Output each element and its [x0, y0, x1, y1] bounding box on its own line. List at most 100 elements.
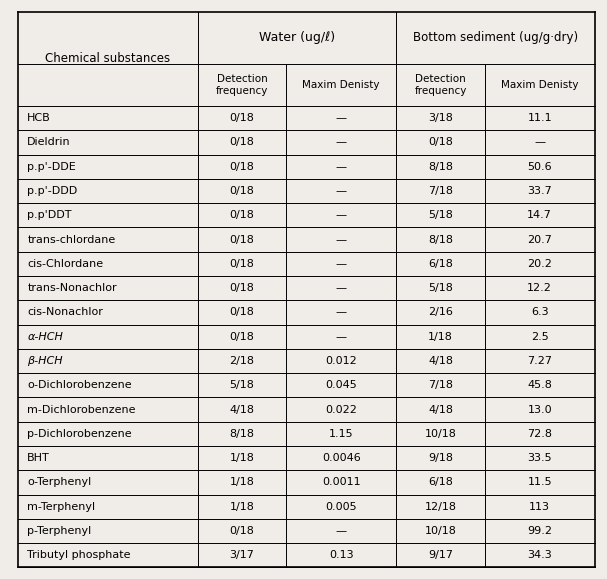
- Text: 0/18: 0/18: [229, 162, 254, 172]
- Text: 9/17: 9/17: [428, 550, 453, 560]
- Text: Maxim Denisty: Maxim Denisty: [302, 80, 380, 90]
- Text: 6/18: 6/18: [428, 478, 453, 488]
- Text: 12.2: 12.2: [527, 283, 552, 293]
- Text: trans-chlordane: trans-chlordane: [27, 234, 115, 244]
- Text: 1.15: 1.15: [329, 429, 353, 439]
- Text: 7/18: 7/18: [428, 380, 453, 390]
- Text: 0.045: 0.045: [325, 380, 357, 390]
- Text: 5/18: 5/18: [428, 283, 453, 293]
- Text: 8/18: 8/18: [229, 429, 254, 439]
- Text: 72.8: 72.8: [527, 429, 552, 439]
- Text: —: —: [336, 162, 347, 172]
- Text: —: —: [336, 234, 347, 244]
- Text: 0/18: 0/18: [229, 332, 254, 342]
- Text: 0/18: 0/18: [229, 283, 254, 293]
- Text: Bottom sediment (ug/g·dry): Bottom sediment (ug/g·dry): [413, 31, 578, 45]
- Text: —: —: [336, 283, 347, 293]
- Text: 8/18: 8/18: [428, 162, 453, 172]
- Text: 2/18: 2/18: [229, 356, 254, 366]
- Text: m-Dichlorobenzene: m-Dichlorobenzene: [27, 405, 136, 415]
- Text: cis-Nonachlor: cis-Nonachlor: [27, 307, 103, 317]
- Text: 33.5: 33.5: [527, 453, 552, 463]
- Text: —: —: [336, 332, 347, 342]
- Text: trans-Nonachlor: trans-Nonachlor: [27, 283, 117, 293]
- Text: 4/18: 4/18: [428, 356, 453, 366]
- Text: Detection
frequency: Detection frequency: [414, 75, 467, 96]
- Text: m-Terphenyl: m-Terphenyl: [27, 502, 95, 512]
- Text: —: —: [336, 259, 347, 269]
- Text: p.p'-DDE: p.p'-DDE: [27, 162, 76, 172]
- Text: β-HCH: β-HCH: [27, 356, 63, 366]
- Text: 10/18: 10/18: [424, 429, 456, 439]
- Text: 0/18: 0/18: [229, 307, 254, 317]
- Text: 33.7: 33.7: [527, 186, 552, 196]
- Text: —: —: [336, 210, 347, 221]
- Text: 0/18: 0/18: [229, 137, 254, 148]
- Text: 0/18: 0/18: [229, 526, 254, 536]
- Text: 50.6: 50.6: [527, 162, 552, 172]
- Text: 3/18: 3/18: [428, 113, 453, 123]
- Text: 4/18: 4/18: [428, 405, 453, 415]
- Text: p-Terphenyl: p-Terphenyl: [27, 526, 92, 536]
- Text: 11.5: 11.5: [527, 478, 552, 488]
- Text: 34.3: 34.3: [527, 550, 552, 560]
- Text: 0/18: 0/18: [229, 234, 254, 244]
- Text: 0/18: 0/18: [229, 113, 254, 123]
- Text: 5/18: 5/18: [229, 380, 254, 390]
- Text: 6/18: 6/18: [428, 259, 453, 269]
- Text: 0.005: 0.005: [325, 502, 357, 512]
- Text: 11.1: 11.1: [527, 113, 552, 123]
- Text: BHT: BHT: [27, 453, 50, 463]
- Text: 10/18: 10/18: [424, 526, 456, 536]
- Text: 2.5: 2.5: [531, 332, 549, 342]
- Text: HCB: HCB: [27, 113, 51, 123]
- Text: —: —: [534, 137, 545, 148]
- Text: 1/18: 1/18: [428, 332, 453, 342]
- Text: 0.0011: 0.0011: [322, 478, 361, 488]
- Text: o-Terphenyl: o-Terphenyl: [27, 478, 92, 488]
- Text: —: —: [336, 186, 347, 196]
- Text: 1/18: 1/18: [229, 478, 254, 488]
- Text: 5/18: 5/18: [428, 210, 453, 221]
- Text: 13.0: 13.0: [527, 405, 552, 415]
- Text: 0.0046: 0.0046: [322, 453, 361, 463]
- Text: 0/18: 0/18: [229, 186, 254, 196]
- Text: 0.13: 0.13: [329, 550, 353, 560]
- Text: —: —: [336, 526, 347, 536]
- Text: 6.3: 6.3: [531, 307, 549, 317]
- Text: p.p'DDT: p.p'DDT: [27, 210, 72, 221]
- Text: 1/18: 1/18: [229, 453, 254, 463]
- Text: 2/16: 2/16: [428, 307, 453, 317]
- Text: 113: 113: [529, 502, 550, 512]
- Text: 1/18: 1/18: [229, 502, 254, 512]
- Text: α-HCH: α-HCH: [27, 332, 63, 342]
- Text: Chemical substances: Chemical substances: [46, 52, 171, 65]
- Text: 7/18: 7/18: [428, 186, 453, 196]
- Text: 45.8: 45.8: [527, 380, 552, 390]
- Text: 12/18: 12/18: [424, 502, 456, 512]
- Text: 20.2: 20.2: [527, 259, 552, 269]
- Text: 14.7: 14.7: [527, 210, 552, 221]
- Text: Tributyl phosphate: Tributyl phosphate: [27, 550, 131, 560]
- Text: p.p'-DDD: p.p'-DDD: [27, 186, 78, 196]
- Text: 3/17: 3/17: [229, 550, 254, 560]
- Text: Maxim Denisty: Maxim Denisty: [501, 80, 578, 90]
- Text: Water (ug/ℓ): Water (ug/ℓ): [259, 31, 335, 45]
- Text: 8/18: 8/18: [428, 234, 453, 244]
- Text: 7.27: 7.27: [527, 356, 552, 366]
- Text: 0/18: 0/18: [229, 210, 254, 221]
- Text: 0.022: 0.022: [325, 405, 357, 415]
- Text: 0.012: 0.012: [325, 356, 357, 366]
- Text: 4/18: 4/18: [229, 405, 254, 415]
- Text: —: —: [336, 137, 347, 148]
- Text: 0/18: 0/18: [428, 137, 453, 148]
- Text: —: —: [336, 307, 347, 317]
- Text: cis-Chlordane: cis-Chlordane: [27, 259, 103, 269]
- Text: p-Dichlorobenzene: p-Dichlorobenzene: [27, 429, 132, 439]
- Text: 20.7: 20.7: [527, 234, 552, 244]
- Text: 0/18: 0/18: [229, 259, 254, 269]
- Text: o-Dichlorobenzene: o-Dichlorobenzene: [27, 380, 132, 390]
- Text: —: —: [336, 113, 347, 123]
- Text: 9/18: 9/18: [428, 453, 453, 463]
- Text: Detection
frequency: Detection frequency: [215, 75, 268, 96]
